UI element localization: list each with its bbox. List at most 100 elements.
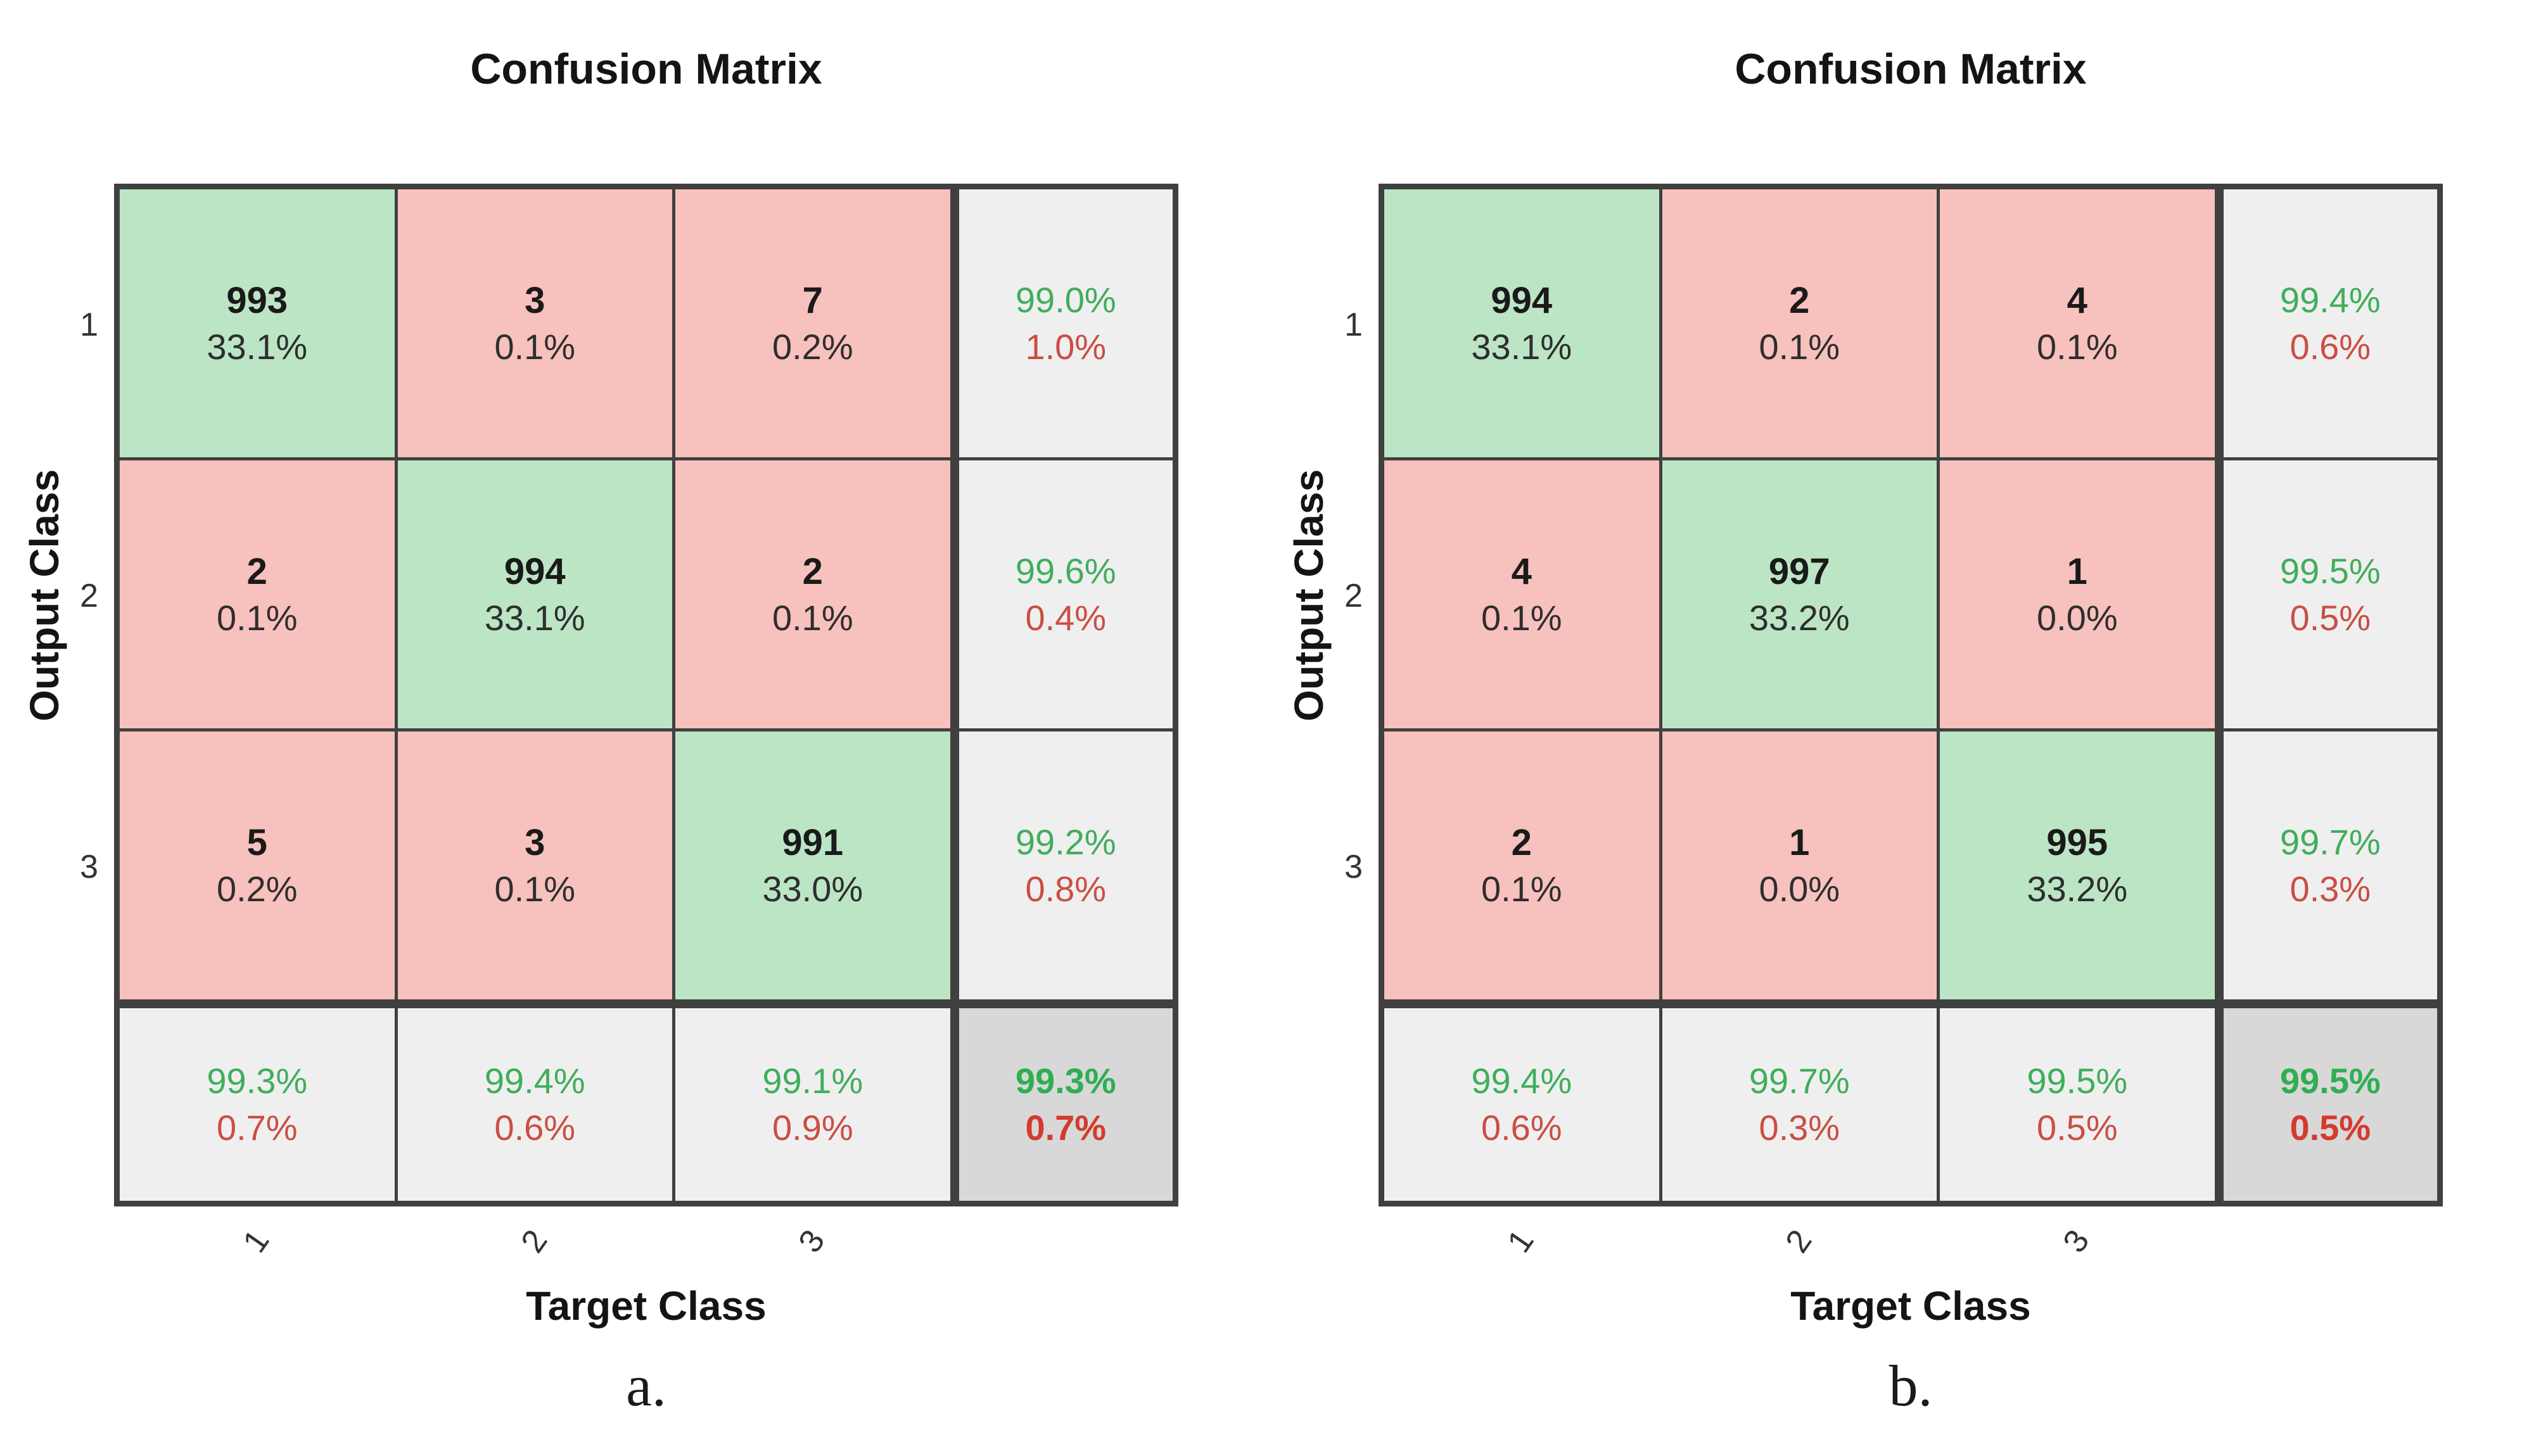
cell-percent: 0.1% (1481, 597, 1562, 638)
cell-count: 994 (1491, 279, 1553, 321)
cell-percent: 0.1% (494, 326, 576, 367)
row-recall-percent: 99.2% (1015, 821, 1116, 862)
chart-title: Confusion Matrix (1735, 45, 2087, 93)
matrix-cell-3-1: 5 0.2% (120, 731, 398, 1003)
cell-count: 993 (226, 279, 288, 321)
matrix-cell-1-3: 7 0.2% (675, 189, 953, 461)
cell-count: 5 (246, 821, 267, 863)
matrix-cell-1-2: 3 0.1% (397, 189, 676, 461)
cell-percent: 0.0% (1759, 868, 1840, 909)
col-error-percent: 0.9% (772, 1108, 853, 1148)
cell-percent: 0.2% (772, 326, 853, 367)
row-error-percent: 0.6% (2290, 326, 2371, 367)
matrix-cell-1-1: 994 33.1% (1384, 189, 1662, 461)
x-tick-2: 2 (1778, 1223, 1819, 1260)
y-tick-3: 3 (80, 849, 98, 885)
row-summary-2: 99.5% 0.5% (2217, 460, 2437, 732)
row-recall-percent: 99.5% (2279, 550, 2381, 591)
cell-percent: 0.1% (1759, 326, 1840, 367)
overall-accuracy-cell: 99.5% 0.5% (2217, 1003, 2437, 1201)
col-summary-2: 99.7% 0.3% (1662, 1003, 1940, 1201)
figure-caption-a: a. (626, 1353, 666, 1418)
x-tick-1: 1 (236, 1223, 277, 1260)
matrix-cell-2-2: 997 33.2% (1662, 460, 1940, 732)
row-summary-3: 99.7% 0.3% (2217, 731, 2437, 1003)
cell-count: 2 (1511, 821, 1532, 863)
row-error-percent: 0.8% (1025, 868, 1107, 909)
cell-count: 1 (1789, 821, 1810, 863)
cell-count: 2 (246, 550, 267, 592)
col-error-percent: 0.6% (494, 1108, 576, 1148)
matrix-cell-2-1: 2 0.1% (120, 460, 398, 732)
row-error-percent: 0.5% (2290, 597, 2371, 638)
cell-percent: 33.2% (1749, 597, 1850, 638)
cell-count: 4 (2067, 279, 2087, 321)
col-precision-percent: 99.4% (1471, 1061, 1572, 1101)
y-tick-2: 2 (1344, 578, 1363, 614)
cell-percent: 0.1% (216, 597, 298, 638)
col-summary-3: 99.5% 0.5% (1940, 1003, 2218, 1201)
cell-percent: 0.1% (772, 597, 853, 638)
col-summary-2: 99.4% 0.6% (397, 1003, 676, 1201)
cell-count: 997 (1768, 550, 1830, 592)
confusion-matrix-grid: 994 33.1% 2 0.1% 4 0.1% 99.4% 0.6% 4 0.1… (1379, 184, 2443, 1206)
row-summary-1: 99.4% 0.6% (2217, 189, 2437, 461)
cell-count: 3 (525, 821, 545, 863)
col-error-percent: 0.7% (216, 1108, 298, 1148)
col-error-percent: 0.6% (1481, 1108, 1562, 1148)
cell-percent: 0.2% (216, 868, 298, 909)
matrix-cell-2-3: 2 0.1% (675, 460, 953, 732)
matrix-cell-2-3: 1 0.0% (1940, 460, 2218, 732)
matrix-cell-3-1: 2 0.1% (1384, 731, 1662, 1003)
cell-count: 1 (2067, 550, 2087, 592)
col-error-percent: 0.3% (1759, 1108, 1840, 1148)
matrix-cell-1-2: 2 0.1% (1662, 189, 1940, 461)
matrix-cell-3-3: 991 33.0% (675, 731, 953, 1003)
x-tick-1: 1 (1500, 1223, 1541, 1260)
chart-title: Confusion Matrix (470, 45, 822, 93)
y-tick-2: 2 (80, 578, 98, 614)
cell-count: 994 (504, 550, 566, 592)
overall-error-percent: 0.7% (1025, 1108, 1107, 1148)
overall-accuracy-percent: 99.5% (2279, 1061, 2381, 1101)
x-axis-label: Target Class (526, 1283, 767, 1329)
cell-count: 2 (1789, 279, 1810, 321)
x-tick-2: 2 (514, 1223, 555, 1260)
cell-percent: 0.1% (494, 868, 576, 909)
cell-percent: 33.0% (762, 868, 863, 909)
matrix-cell-1-1: 993 33.1% (120, 189, 398, 461)
matrix-cell-2-1: 4 0.1% (1384, 460, 1662, 732)
x-tick-3: 3 (791, 1223, 832, 1260)
row-recall-percent: 99.6% (1015, 550, 1116, 591)
row-error-percent: 0.3% (2290, 868, 2371, 909)
y-tick-3: 3 (1344, 849, 1363, 885)
col-summary-3: 99.1% 0.9% (675, 1003, 953, 1201)
cell-count: 7 (802, 279, 823, 321)
x-axis-label: Target Class (1790, 1283, 2031, 1329)
cell-count: 991 (782, 821, 844, 863)
col-summary-1: 99.4% 0.6% (1384, 1003, 1662, 1201)
cell-count: 995 (2046, 821, 2108, 863)
y-tick-1: 1 (1344, 307, 1363, 343)
cell-percent: 33.2% (2027, 868, 2128, 909)
row-recall-percent: 99.0% (1015, 279, 1116, 320)
row-recall-percent: 99.4% (2279, 279, 2381, 320)
col-precision-percent: 99.4% (484, 1061, 585, 1101)
cell-percent: 0.0% (2036, 597, 2118, 638)
cell-percent: 33.1% (1471, 326, 1572, 367)
row-summary-1: 99.0% 1.0% (953, 189, 1173, 461)
cell-percent: 0.1% (2036, 326, 2118, 367)
col-precision-percent: 99.7% (1749, 1061, 1850, 1101)
matrix-cell-1-3: 4 0.1% (1940, 189, 2218, 461)
col-summary-1: 99.3% 0.7% (120, 1003, 398, 1201)
matrix-cell-2-2: 994 33.1% (397, 460, 676, 732)
confusion-matrix-figure-a: Confusion Matrix Output Class 1 2 3 993 … (0, 0, 1264, 1456)
col-precision-percent: 99.1% (762, 1061, 863, 1101)
overall-accuracy-percent: 99.3% (1015, 1061, 1116, 1101)
x-tick-3: 3 (2056, 1223, 2097, 1260)
overall-error-percent: 0.5% (2290, 1108, 2371, 1148)
confusion-matrix-figure-b: Confusion Matrix Output Class 1 2 3 994 … (1264, 0, 2529, 1456)
y-tick-1: 1 (80, 307, 98, 343)
cell-count: 4 (1511, 550, 1532, 592)
col-precision-percent: 99.3% (207, 1061, 308, 1101)
